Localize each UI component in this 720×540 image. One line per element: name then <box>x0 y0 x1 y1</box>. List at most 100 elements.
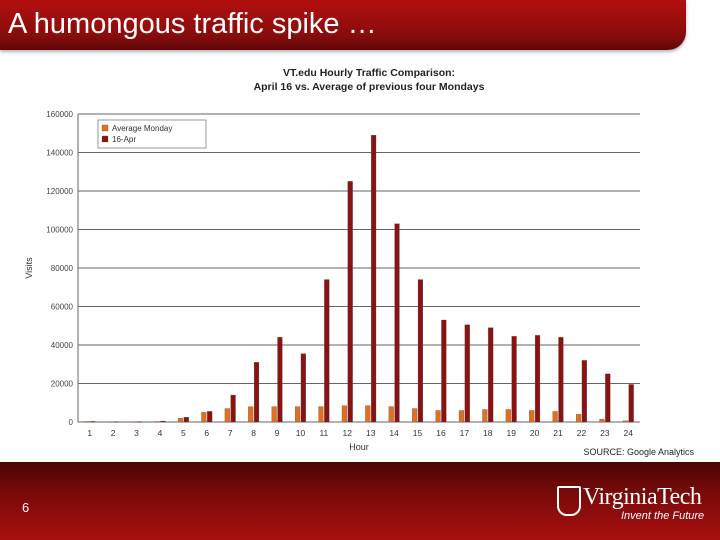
chart-subtitle: April 16 vs. Average of previous four Mo… <box>254 81 485 93</box>
x-tick-label: 22 <box>577 428 587 438</box>
y-axis-label: Visits <box>24 257 34 279</box>
bar-apr-16 <box>347 181 353 423</box>
x-tick-label: 8 <box>251 428 256 438</box>
y-tick-label: 80000 <box>51 264 74 273</box>
legend-label: Average Monday <box>112 124 172 133</box>
bar-apr-16 <box>277 337 283 423</box>
x-tick-label: 17 <box>460 428 470 438</box>
bar-apr-16 <box>371 135 377 423</box>
y-tick-label: 0 <box>69 418 74 427</box>
bar-apr-16 <box>136 421 142 423</box>
chart-area: VT.edu Hourly Traffic Comparison: April 1… <box>18 64 702 462</box>
y-tick-label: 140000 <box>46 149 73 158</box>
bar-average-monday <box>131 421 137 423</box>
bar-apr-16 <box>581 360 587 423</box>
bar-average-monday <box>576 414 582 423</box>
x-tick-label: 16 <box>436 428 446 438</box>
source-note: SOURCE: Google Analytics <box>583 447 694 457</box>
bar-apr-16 <box>183 417 189 423</box>
logo-name: VirginiaTech <box>583 484 702 510</box>
legend-swatch <box>101 135 109 143</box>
bar-apr-16 <box>230 394 236 423</box>
legend-swatch <box>101 124 109 132</box>
x-tick-label: 15 <box>413 428 423 438</box>
y-tick-label: 60000 <box>51 303 74 312</box>
bar-apr-16 <box>207 411 213 423</box>
x-tick-label: 5 <box>181 428 186 438</box>
x-axis-label: Hour <box>349 442 369 452</box>
bar-average-monday <box>365 405 371 423</box>
bar-apr-16 <box>511 336 517 423</box>
y-tick-label: 100000 <box>46 226 73 235</box>
x-tick-label: 11 <box>319 428 328 438</box>
bar-apr-16 <box>90 421 96 423</box>
chart-title: VT.edu Hourly Traffic Comparison: <box>283 67 455 79</box>
x-tick-label: 20 <box>530 428 540 438</box>
bar-apr-16 <box>534 335 541 423</box>
y-tick-label: 40000 <box>51 341 74 350</box>
bar-average-monday <box>224 408 230 423</box>
bar-average-monday <box>482 409 488 423</box>
bar-average-monday <box>505 409 511 423</box>
bar-apr-16 <box>605 373 611 423</box>
slide-number: 6 <box>22 500 30 515</box>
bar-average-monday <box>318 406 324 423</box>
bar-apr-16 <box>488 327 494 423</box>
shield-icon <box>557 486 581 516</box>
traffic-chart: VT.edu Hourly Traffic Comparison: April 1… <box>24 67 694 457</box>
bar-average-monday <box>552 411 558 423</box>
bar-average-monday <box>248 406 254 423</box>
title-bar: A humongous traffic spike … <box>0 0 686 50</box>
x-tick-label: 18 <box>483 428 493 438</box>
bar-apr-16 <box>324 279 330 423</box>
x-tick-label: 9 <box>275 428 280 438</box>
bar-average-monday <box>412 408 418 423</box>
y-tick-label: 160000 <box>46 110 73 119</box>
x-tick-label: 14 <box>389 428 399 438</box>
bar-average-monday <box>458 410 465 423</box>
bar-apr-16 <box>160 420 166 423</box>
y-tick-label: 20000 <box>51 380 74 389</box>
logo-tagline: Invent the Future <box>621 510 705 522</box>
bar-average-monday <box>599 418 605 423</box>
bar-average-monday <box>388 406 394 423</box>
x-tick-label: 4 <box>158 428 163 438</box>
bar-average-monday <box>622 420 628 423</box>
x-tick-label: 13 <box>366 428 376 438</box>
x-tick-label: 19 <box>506 428 516 438</box>
bar-average-monday <box>271 406 277 423</box>
bar-apr-16 <box>558 337 564 423</box>
bar-average-monday <box>435 410 441 423</box>
x-tick-label: 21 <box>553 428 563 438</box>
x-tick-label: 3 <box>134 428 139 438</box>
bar-apr-16 <box>441 319 447 423</box>
x-tick-label: 10 <box>296 428 306 438</box>
x-tick-label: 1 <box>87 428 92 438</box>
y-tick-label: 120000 <box>46 187 73 196</box>
footer-bar: 6 VirginiaTech Invent the Future <box>0 462 720 540</box>
bar-average-monday <box>154 421 160 423</box>
x-tick-label: 6 <box>204 428 209 438</box>
bar-apr-16 <box>417 279 423 423</box>
bar-apr-16 <box>394 223 400 423</box>
legend-box <box>97 119 207 149</box>
legend-label: 16-Apr <box>112 135 136 144</box>
bar-apr-16 <box>628 384 634 423</box>
slide-title: A humongous traffic spike … <box>8 8 377 40</box>
bar-average-monday <box>201 412 207 423</box>
bar-apr-16 <box>253 362 260 423</box>
bar-average-monday <box>84 421 90 423</box>
bar-apr-16 <box>300 353 306 423</box>
bar-average-monday <box>295 406 301 423</box>
x-tick-label: 7 <box>228 428 233 438</box>
x-tick-label: 23 <box>600 428 610 438</box>
virginia-tech-logo: VirginiaTech Invent the Future <box>555 484 710 526</box>
bar-apr-16 <box>113 421 119 423</box>
x-tick-label: 24 <box>624 428 634 438</box>
bar-apr-16 <box>464 324 470 423</box>
bar-average-monday <box>341 405 347 423</box>
x-tick-label: 12 <box>343 428 353 438</box>
x-tick-label: 2 <box>111 428 116 438</box>
bar-average-monday <box>529 410 535 423</box>
bar-average-monday <box>107 421 113 423</box>
